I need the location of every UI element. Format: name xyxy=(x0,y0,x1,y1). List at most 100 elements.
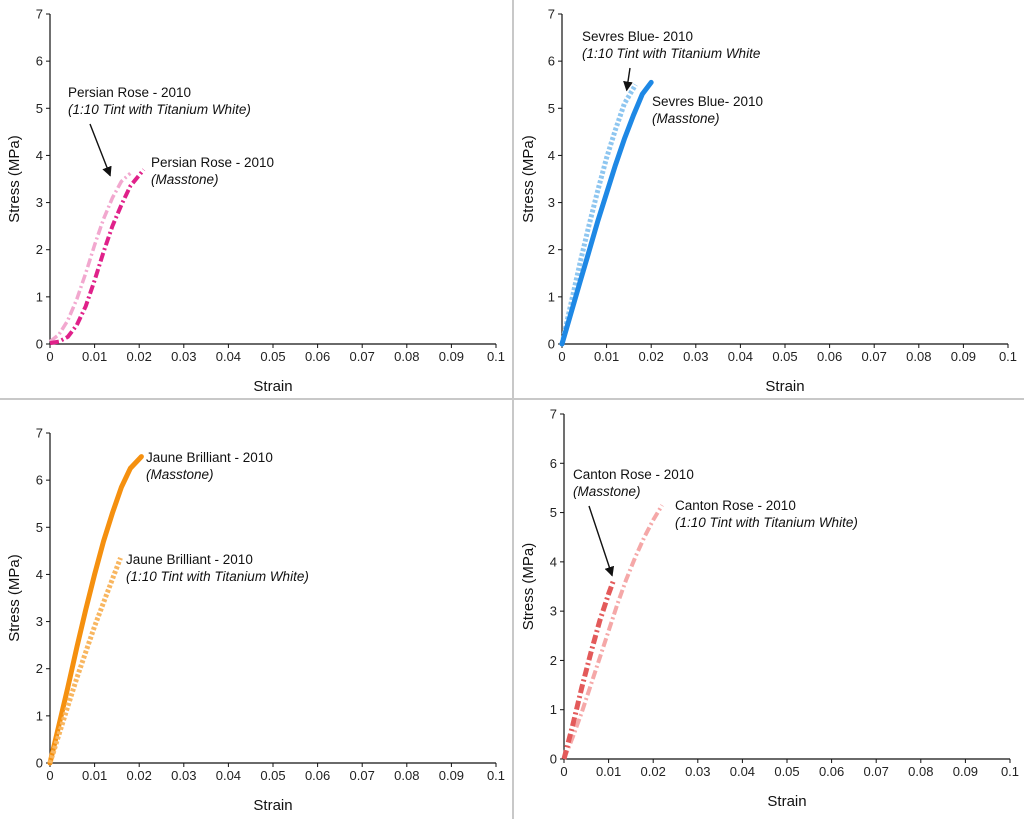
series-line-0 xyxy=(562,504,664,760)
x-tick-label: 0.09 xyxy=(951,349,976,364)
x-tick-label: 0.08 xyxy=(908,764,933,779)
x-tick-label: 0.05 xyxy=(774,764,799,779)
y-axis-title: Stress (MPa) xyxy=(520,543,537,631)
y-tick-label: 3 xyxy=(36,195,43,210)
series-line-0 xyxy=(47,454,144,766)
y-tick-label: 5 xyxy=(550,505,557,520)
y-tick-label: 7 xyxy=(36,7,43,22)
x-tick-label: 0.08 xyxy=(394,349,419,364)
x-axis-title: Strain xyxy=(253,378,292,395)
chart-panel-persian-rose: 0 0.01 0.02 0.03 0.04 0.05 0.06 0.07 0.08 0.09 0.1… xyxy=(0,0,512,398)
x-tick-label: 0.07 xyxy=(350,768,375,783)
chart-panel-canton-rose: 0 0.01 0.02 0.03 0.04 0.05 0.06 0.07 0.08 0.09 0.1… xyxy=(514,400,1024,819)
annotation-subtitle: (Masstone) xyxy=(151,172,219,187)
annotation-subtitle: (1:10 Tint with Titanium White) xyxy=(126,569,309,584)
y-tick-label: 4 xyxy=(548,148,555,163)
annotation-a2: Persian Rose - 2010 (Masstone) xyxy=(151,155,274,187)
y-tick-label: 6 xyxy=(548,54,555,69)
annotation-arrow xyxy=(623,67,633,92)
annotation-a1: Canton Rose - 2010 (Masstone) xyxy=(573,467,694,577)
x-tick-label: 0.01 xyxy=(82,768,107,783)
x-tick-label: 0.06 xyxy=(817,349,842,364)
annotation-subtitle: (Masstone) xyxy=(573,484,641,499)
y-tick-label: 7 xyxy=(550,407,557,422)
x-tick-label: 0 xyxy=(560,764,567,779)
chart-svg: 0 0.01 0.02 0.03 0.04 0.05 0.06 0.07 0.08 0.09 0.1… xyxy=(6,7,505,396)
annotation-title: Canton Rose - 2010 xyxy=(675,498,796,513)
x-tick-label: 0.02 xyxy=(127,349,152,364)
x-tick-label: 0 xyxy=(46,768,53,783)
x-tick-label: 0.07 xyxy=(864,764,889,779)
x-tick-label: 0.01 xyxy=(594,349,619,364)
chart-panel-sevres-blue: 0 0.01 0.02 0.03 0.04 0.05 0.06 0.07 0.08 0.09 0.1… xyxy=(514,0,1024,398)
x-tick-label: 0.1 xyxy=(487,768,505,783)
y-tick-label: 2 xyxy=(36,661,43,676)
y-tick-label: 6 xyxy=(36,473,43,488)
y-tick-label: 2 xyxy=(548,242,555,257)
vertical-divider xyxy=(512,0,514,819)
x-tick-label: 0.09 xyxy=(439,768,464,783)
y-tick-label: 3 xyxy=(548,195,555,210)
annotation-a1: Sevres Blue- 2010 (1:10 Tint with Titaniu… xyxy=(582,29,760,92)
x-tick-label: 0 xyxy=(558,349,565,364)
x-tick-label: 0.03 xyxy=(685,764,710,779)
y-tick-label: 5 xyxy=(548,101,555,116)
annotation-a2: Jaune Brilliant - 2010 (1:10 Tint with Ti… xyxy=(126,552,309,584)
y-tick-label: 4 xyxy=(550,554,557,569)
chart-svg: 0 0.01 0.02 0.03 0.04 0.05 0.06 0.07 0.08 0.09 0.1… xyxy=(520,407,1019,811)
annotation-subtitle: (Masstone) xyxy=(652,111,720,126)
series-line-1 xyxy=(49,168,146,346)
y-tick-label: 4 xyxy=(36,148,43,163)
x-tick-label: 0.02 xyxy=(639,349,664,364)
y-tick-label: 7 xyxy=(36,426,43,441)
chart-svg: 0 0.01 0.02 0.03 0.04 0.05 0.06 0.07 0.08 0.09 0.1… xyxy=(6,426,505,815)
x-tick-label: 0.05 xyxy=(260,768,285,783)
y-tick-label: 0 xyxy=(548,337,555,352)
annotation-arrow xyxy=(588,505,615,577)
x-tick-label: 0.03 xyxy=(171,768,196,783)
x-tick-label: 0.03 xyxy=(683,349,708,364)
y-axis-title: Stress (MPa) xyxy=(6,554,23,642)
annotation-title: Sevres Blue- 2010 xyxy=(652,94,763,109)
y-tick-label: 6 xyxy=(36,54,43,69)
y-tick-label: 4 xyxy=(36,567,43,582)
y-tick-label: 1 xyxy=(548,289,555,304)
annotation-title: Canton Rose - 2010 xyxy=(573,467,694,482)
x-tick-label: 0.1 xyxy=(1001,764,1019,779)
x-tick-label: 0.03 xyxy=(171,349,196,364)
annotation-title: Jaune Brilliant - 2010 xyxy=(126,552,253,567)
annotation-subtitle: (1:10 Tint with Titanium White xyxy=(582,46,760,61)
horizontal-divider xyxy=(0,398,1024,400)
series-line-0 xyxy=(559,83,638,345)
annotation-subtitle: (Masstone) xyxy=(146,467,214,482)
y-tick-label: 3 xyxy=(36,614,43,629)
annotation-arrow xyxy=(89,123,112,177)
series-line-0 xyxy=(48,172,132,343)
x-tick-label: 0 xyxy=(46,349,53,364)
series-line-1 xyxy=(559,79,654,347)
annotation-subtitle: (1:10 Tint with Titanium White) xyxy=(68,102,251,117)
x-tick-label: 0.07 xyxy=(350,349,375,364)
y-tick-label: 0 xyxy=(36,756,43,771)
x-tick-label: 0.07 xyxy=(862,349,887,364)
y-tick-label: 7 xyxy=(548,7,555,22)
annotation-title: Sevres Blue- 2010 xyxy=(582,29,693,44)
x-tick-label: 0.06 xyxy=(305,768,330,783)
annotation-a2: Sevres Blue- 2010 (Masstone) xyxy=(652,94,763,126)
chart-svg: 0 0.01 0.02 0.03 0.04 0.05 0.06 0.07 0.08 0.09 0.1… xyxy=(520,7,1017,396)
y-tick-label: 1 xyxy=(36,708,43,723)
annotation-a1: Jaune Brilliant - 2010 (Masstone) xyxy=(146,450,273,482)
y-tick-label: 0 xyxy=(550,752,557,767)
x-tick-label: 0.08 xyxy=(394,768,419,783)
annotation-a2: Canton Rose - 2010 (1:10 Tint with Titani… xyxy=(675,498,858,530)
x-tick-label: 0.02 xyxy=(641,764,666,779)
x-tick-label: 0.05 xyxy=(260,349,285,364)
y-tick-label: 1 xyxy=(36,289,43,304)
x-tick-label: 0.09 xyxy=(439,349,464,364)
x-tick-label: 0.06 xyxy=(819,764,844,779)
x-tick-label: 0.1 xyxy=(487,349,505,364)
x-tick-label: 0.04 xyxy=(730,764,755,779)
x-tick-label: 0.05 xyxy=(772,349,797,364)
y-tick-label: 6 xyxy=(550,456,557,471)
x-tick-label: 0.01 xyxy=(596,764,621,779)
